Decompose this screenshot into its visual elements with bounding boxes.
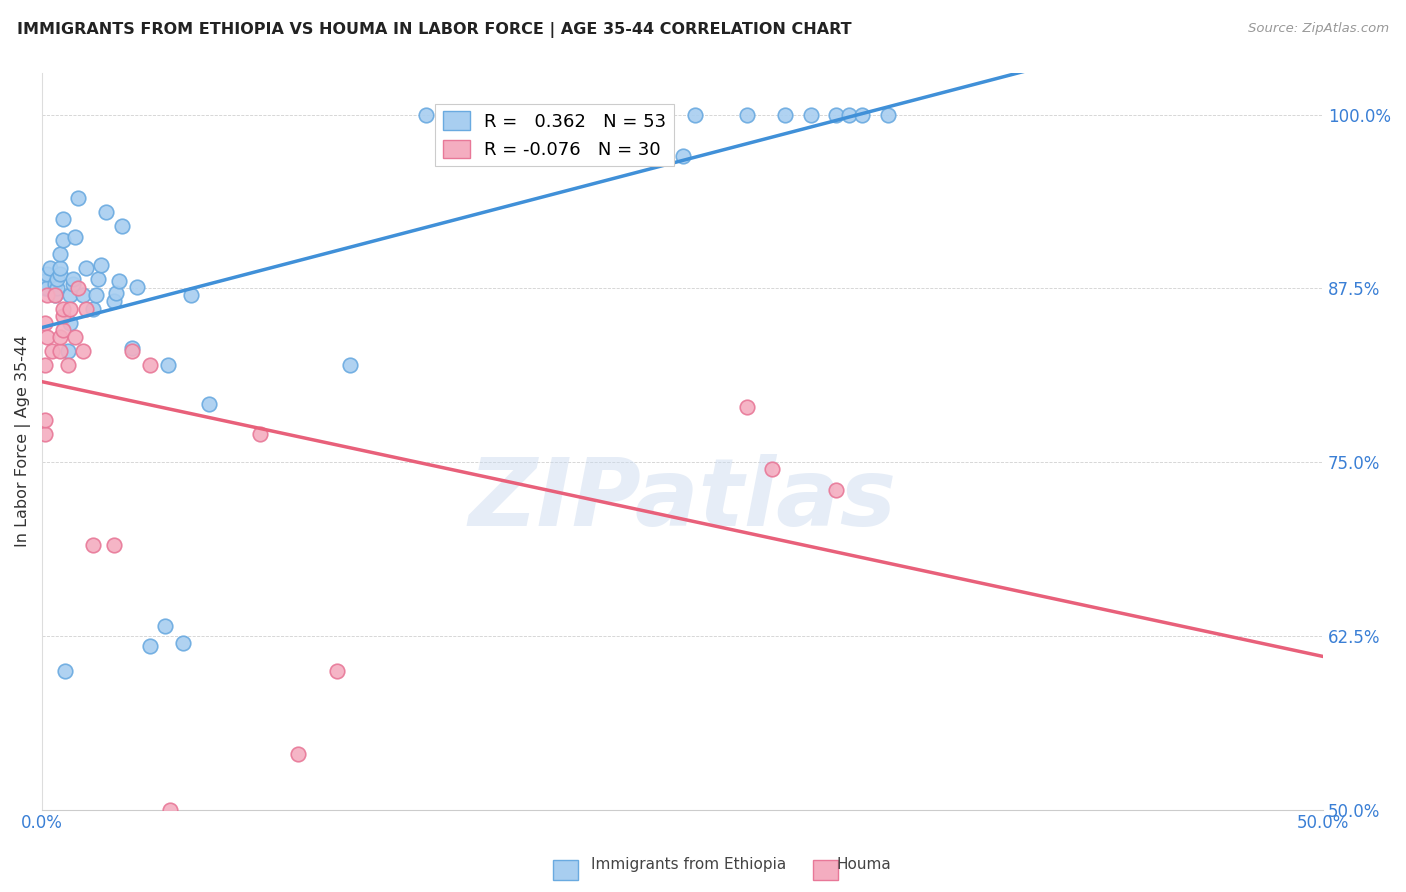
Point [82,539,104,553]
Point [38,260,60,275]
Point [37,330,59,344]
Point [34,413,56,427]
Point [62,277,84,292]
Point [84,288,107,302]
Point [773,108,796,122]
Point [287,747,309,761]
Point [34,427,56,442]
Point [52,309,75,323]
Point [87,271,110,285]
Point [44,277,66,292]
Point [52,233,75,247]
Point [34,316,56,330]
Point [53,664,76,678]
Point [52,302,75,317]
Text: ZIPatlas: ZIPatlas [468,454,897,546]
Point [735,108,758,122]
Point [735,400,758,414]
Point [153,619,176,633]
Point [49,260,72,275]
Point [851,108,873,122]
Point [34,358,56,372]
Point [90,258,112,272]
Point [72,288,94,302]
Point [156,358,179,372]
Point [159,803,181,817]
Text: IMMIGRANTS FROM ETHIOPIA VS HOUMA IN LABOR FORCE | AGE 35-44 CORRELATION CHART: IMMIGRANTS FROM ETHIOPIA VS HOUMA IN LAB… [17,22,852,38]
Point [96,205,118,219]
Point [125,280,148,294]
Point [72,343,94,358]
Text: Houma: Houma [837,857,891,872]
Point [52,323,75,337]
Point [249,427,271,442]
Point [75,302,97,317]
Point [876,108,898,122]
Point [121,343,143,358]
Point [49,343,72,358]
Point [56,358,79,372]
Point [108,275,131,289]
Point [56,343,79,358]
Point [49,330,72,344]
Point [37,268,59,282]
Point [34,281,56,295]
Point [49,246,72,260]
Point [46,271,69,285]
Point [62,271,84,285]
Point [65,230,87,244]
Point [59,288,82,302]
Point [825,483,848,497]
Point [825,108,848,122]
Point [75,260,97,275]
Point [138,358,160,372]
Point [59,316,82,330]
Point [138,639,160,653]
Point [105,285,128,300]
Point [52,211,75,226]
Point [66,191,89,205]
Text: Source: ZipAtlas.com: Source: ZipAtlas.com [1249,22,1389,36]
Text: Immigrants from Ethiopia: Immigrants from Ethiopia [591,857,786,872]
Point [326,664,349,678]
Y-axis label: In Labor Force | Age 35-44: In Labor Force | Age 35-44 [15,335,31,548]
Point [415,108,437,122]
Point [82,302,104,317]
Point [800,108,823,122]
Point [505,108,527,122]
Point [761,462,783,476]
Point [172,636,194,650]
Legend: R =   0.362   N = 53, R = -0.076   N = 30: R = 0.362 N = 53, R = -0.076 N = 30 [436,104,673,166]
Point [41,343,63,358]
Point [339,358,361,372]
Point [44,288,66,302]
Point [59,302,82,317]
Point [685,108,707,122]
Point [121,341,143,355]
Point [44,288,66,302]
Point [46,281,69,295]
Point [37,288,59,302]
Point [103,539,125,553]
Point [838,108,860,122]
Point [34,275,56,289]
Point [66,281,89,295]
Point [103,293,125,308]
Point [672,149,695,163]
Point [110,219,132,233]
Point [49,268,72,282]
Point [197,397,219,411]
Point [180,288,202,302]
Point [65,330,87,344]
Point [37,281,59,295]
